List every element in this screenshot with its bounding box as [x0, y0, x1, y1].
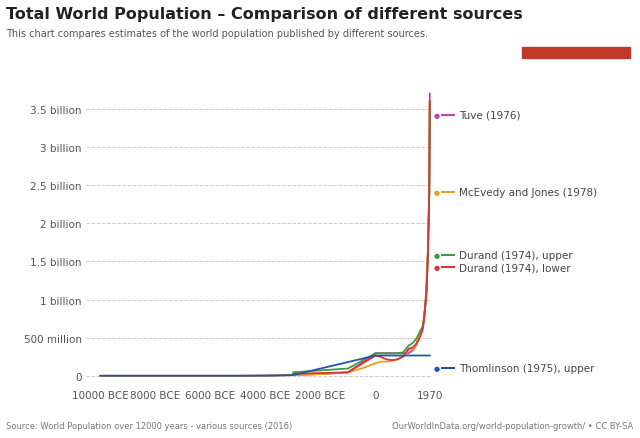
- Text: in Data: in Data: [555, 32, 597, 42]
- Text: Total World Population – Comparison of different sources: Total World Population – Comparison of d…: [6, 7, 523, 21]
- Text: Durand (1974), upper: Durand (1974), upper: [459, 250, 573, 260]
- Bar: [522, 48, 630, 59]
- Text: ●: ●: [434, 113, 440, 119]
- Text: Thomlinson (1975), upper: Thomlinson (1975), upper: [459, 364, 595, 374]
- Text: Source: World Population over 12000 years - various sources (2016): Source: World Population over 12000 year…: [6, 421, 292, 430]
- Text: ●: ●: [434, 265, 440, 270]
- Text: ●: ●: [434, 189, 440, 195]
- Text: Durand (1974), lower: Durand (1974), lower: [459, 262, 570, 272]
- Text: This chart compares estimates of the world population published by different sou: This chart compares estimates of the wor…: [6, 28, 428, 39]
- Text: Our World: Our World: [547, 16, 605, 26]
- Text: OurWorldInData.org/world-population-growth/ • CC BY-SA: OurWorldInData.org/world-population-grow…: [392, 421, 634, 430]
- Text: McEvedy and Jones (1978): McEvedy and Jones (1978): [459, 187, 597, 197]
- Text: ●: ●: [434, 252, 440, 258]
- Text: Tuve (1976): Tuve (1976): [459, 111, 520, 120]
- Text: ●: ●: [434, 366, 440, 371]
